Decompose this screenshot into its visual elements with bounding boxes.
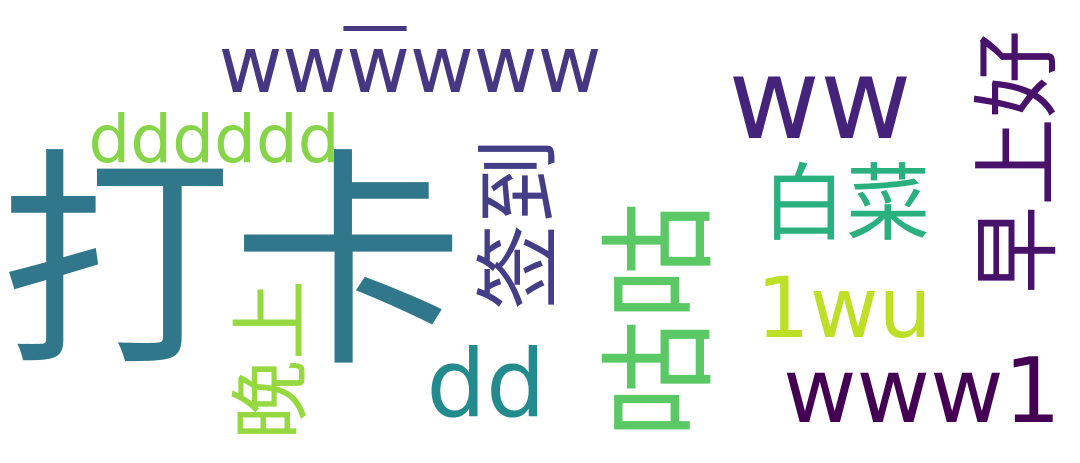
word-ww: ww [728, 35, 912, 165]
word-gugu: 咕咕 [591, 201, 729, 439]
word-zaoshang: 早上好 [966, 29, 1069, 295]
word-qiandao: 签到 [470, 138, 570, 310]
word-www1: www1 [782, 339, 1062, 444]
word-baicai: 白菜 [761, 155, 931, 253]
word-dd: dd [426, 330, 546, 439]
word-wwbar: — [340, 0, 410, 65]
word-dddddd: dddddd [88, 101, 340, 178]
word-wanshang: 晚上 [225, 280, 318, 440]
word-daka: 打卡 [0, 129, 465, 399]
word-wwwwww: wwwwww [218, 21, 602, 111]
word-1wu: 1wu [756, 259, 932, 357]
